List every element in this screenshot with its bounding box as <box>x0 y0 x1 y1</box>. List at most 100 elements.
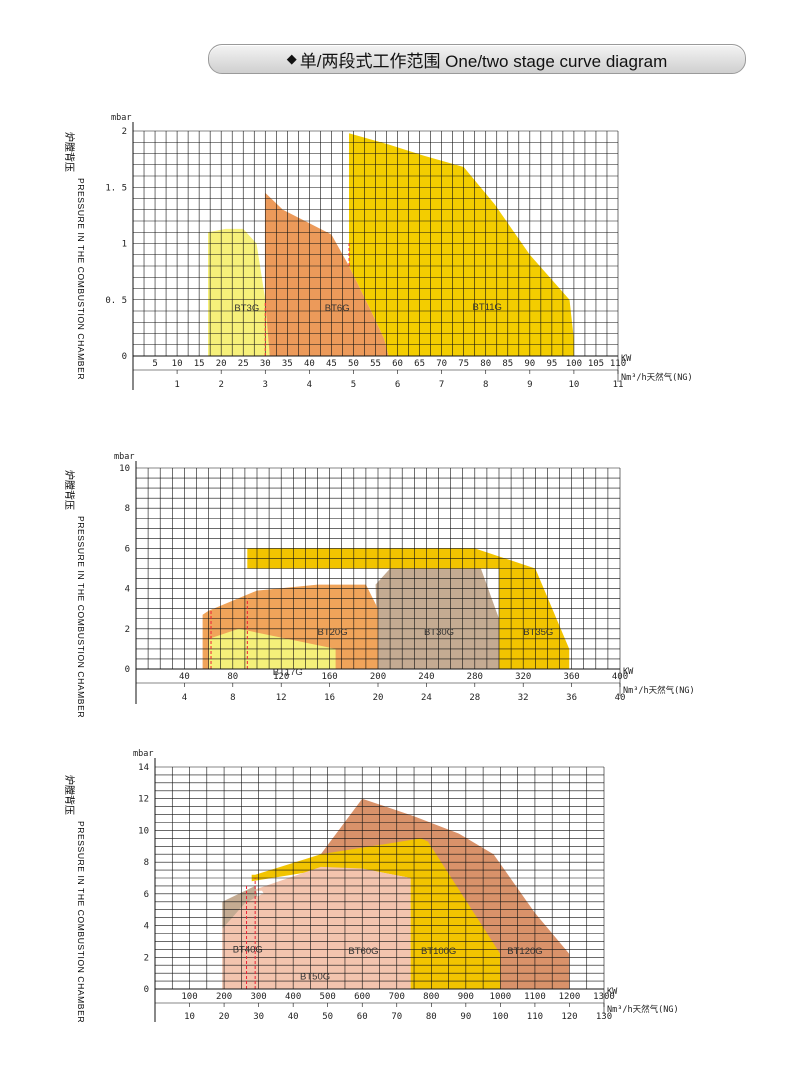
area-bt11g <box>349 133 574 356</box>
ng-tick-label: 10 <box>568 380 579 390</box>
kw-tick-label: 320 <box>515 672 531 682</box>
kw-tick-label: 100 <box>181 992 197 1002</box>
ng-tick-label: 36 <box>566 693 577 703</box>
series-label-bt3g: BT3G <box>234 303 259 314</box>
ng-tick-label: 5 <box>351 380 356 390</box>
grid <box>135 467 621 670</box>
area-bt3g <box>208 228 270 356</box>
series-label-bt17g: BT17G <box>273 667 303 678</box>
diamond-icon: ◆ <box>286 51 297 66</box>
ng-tick-label: 70 <box>391 1012 402 1022</box>
ng-tick-label: 7 <box>439 380 444 390</box>
ng-tick-label: 1 <box>174 380 179 390</box>
kw-tick-label: 40 <box>179 672 190 682</box>
kw-tick-label: 360 <box>563 672 579 682</box>
ng-tick-label: 60 <box>357 1012 368 1022</box>
series-label-bt20g: BT20G <box>318 627 348 638</box>
kw-tick-label: 55 <box>370 359 381 369</box>
chart-title-banner: ◆ 单/两段式工作范围 One/two stage curve diagram <box>208 44 746 74</box>
y-unit-label: mbar <box>133 749 153 759</box>
kw-tick-label: 280 <box>467 672 483 682</box>
ng-tick-label: 10 <box>184 1012 195 1022</box>
ng-tick-label: 120 <box>561 1012 577 1022</box>
kw-tick-label: 800 <box>423 992 439 1002</box>
kw-tick-label: 30 <box>260 359 271 369</box>
series-label-bt35g: BT35G <box>523 627 553 638</box>
ng-tick-label: 20 <box>373 693 384 703</box>
grid <box>154 766 605 990</box>
y-axis-label-en: PRESSURE IN THE COMBUSTION CHAMBER <box>76 516 86 718</box>
ng-tick-label: 11 <box>613 380 624 390</box>
ng-tick-label: 28 <box>469 693 480 703</box>
kw-tick-label: 200 <box>216 992 232 1002</box>
kw-tick-label: 50 <box>348 359 359 369</box>
kw-tick-label: 200 <box>370 672 386 682</box>
y-tick-label: 1 <box>122 240 127 250</box>
y-tick-label: 1. 5 <box>105 183 127 193</box>
y-axis-label-en: PRESSURE IN THE COMBUSTION CHAMBER <box>76 821 86 1023</box>
kw-tick-label: 95 <box>546 359 557 369</box>
area-bt50g <box>222 885 294 989</box>
ng-tick-label: 32 <box>518 693 529 703</box>
y-tick-label: 10 <box>138 826 149 836</box>
ng-tick-label: 3 <box>263 380 268 390</box>
kw-tick-label: 700 <box>389 992 405 1002</box>
y-tick-label: 4 <box>144 922 149 932</box>
kw-tick-label: 25 <box>238 359 249 369</box>
kw-tick-label: 75 <box>458 359 469 369</box>
y-tick-label: 4 <box>125 585 130 595</box>
ng-tick-label: 8 <box>230 693 235 703</box>
y-tick-label: 8 <box>125 504 130 514</box>
y-tick-label: 6 <box>125 544 130 554</box>
kw-tick-label: 300 <box>250 992 266 1002</box>
ng-unit-label: Nm³/h天然气(NG) <box>623 685 695 696</box>
kw-tick-label: 85 <box>502 359 513 369</box>
ng-tick-label: 130 <box>596 1012 612 1022</box>
page-title: 单/两段式工作范围 One/two stage curve diagram <box>299 51 668 71</box>
ng-tick-label: 9 <box>527 380 532 390</box>
y-tick-label: 10 <box>119 464 130 474</box>
area-bt6g <box>265 192 389 356</box>
grid <box>132 130 619 357</box>
ng-unit-label: Nm³/h天然气(NG) <box>621 372 693 383</box>
ng-tick-label: 4 <box>182 693 187 703</box>
kw-tick-label: 1100 <box>524 992 546 1002</box>
y-tick-label: 2 <box>125 625 130 635</box>
ng-tick-label: 30 <box>253 1012 264 1022</box>
ng-tick-label: 8 <box>483 380 488 390</box>
ng-tick-label: 110 <box>527 1012 543 1022</box>
series-label-bt100g: BT100G <box>421 946 456 957</box>
kw-tick-label: 5 <box>152 359 157 369</box>
kw-unit-label: KW <box>623 667 634 677</box>
y-tick-label: 0 <box>122 352 127 362</box>
kw-tick-label: 1200 <box>559 992 581 1002</box>
y-axis-label-en: PRESSURE IN THE COMBUSTION CHAMBER <box>76 178 86 380</box>
kw-tick-label: 45 <box>326 359 337 369</box>
kw-tick-label: 15 <box>194 359 205 369</box>
y-unit-label: mbar <box>114 452 134 462</box>
ng-tick-label: 20 <box>219 1012 230 1022</box>
ng-tick-label: 40 <box>288 1012 299 1022</box>
ng-tick-label: 16 <box>324 693 335 703</box>
kw-tick-label: 105 <box>588 359 604 369</box>
y-tick-label: 12 <box>138 795 149 805</box>
y-unit-label: mbar <box>111 113 131 123</box>
y-axis-label-cn: 炉膛背压 <box>63 132 76 172</box>
y-tick-label: 0. 5 <box>105 296 127 306</box>
kw-tick-label: 20 <box>216 359 227 369</box>
kw-tick-label: 60 <box>392 359 403 369</box>
ng-tick-label: 4 <box>307 380 312 390</box>
kw-tick-label: 90 <box>524 359 535 369</box>
ng-tick-label: 50 <box>322 1012 333 1022</box>
kw-tick-label: 35 <box>282 359 293 369</box>
kw-tick-label: 100 <box>566 359 582 369</box>
ng-tick-label: 40 <box>615 693 626 703</box>
kw-tick-label: 40 <box>304 359 315 369</box>
kw-tick-label: 1000 <box>490 992 512 1002</box>
ng-tick-label: 80 <box>426 1012 437 1022</box>
kw-tick-label: 80 <box>480 359 491 369</box>
ng-tick-label: 90 <box>460 1012 471 1022</box>
kw-tick-label: 80 <box>227 672 238 682</box>
series-label-bt120g: BT120G <box>507 946 542 957</box>
